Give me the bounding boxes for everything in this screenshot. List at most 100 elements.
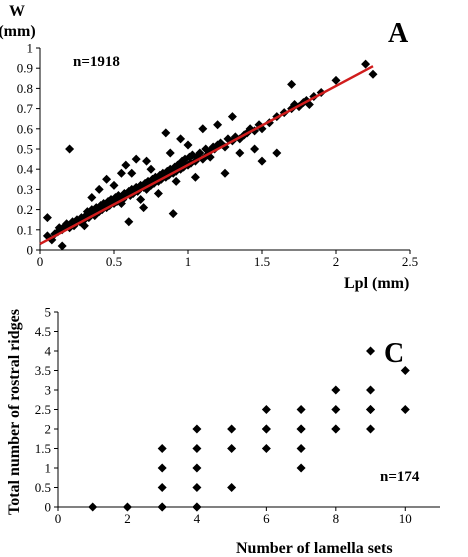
chart-a-data-point <box>195 148 205 158</box>
chart-c-data-point <box>366 346 376 356</box>
chart-c-data-point <box>296 444 306 453</box>
chart-c-ylabel: Total number of rostral ridges <box>6 309 23 515</box>
chart-a-y-tick-label: 0.9 <box>17 61 33 76</box>
chart-c-data-point <box>366 385 376 395</box>
chart-c-data-point <box>400 405 410 414</box>
chart-c-data-point <box>122 502 132 512</box>
chart-a-data-point <box>250 144 260 154</box>
chart-c-y-tick-label: 1 <box>45 461 52 476</box>
chart-c-y-tick-label: 4.5 <box>35 324 51 339</box>
chart-a-data-point <box>227 112 237 122</box>
chart-a-xlabel: Lpl (mm) <box>344 275 409 292</box>
chart-a-data-point <box>368 69 378 79</box>
chart-c-y-tick-label: 2 <box>45 422 52 437</box>
chart-c-data-point <box>227 444 237 453</box>
chart-a-y-tick-label: 0.7 <box>17 101 34 116</box>
chart-a-data-point <box>65 144 75 154</box>
chart-c-data-point <box>227 483 237 492</box>
chart-a-data-point <box>136 195 146 204</box>
chart-c-data-point <box>400 366 410 375</box>
chart-a-data-point <box>168 209 178 219</box>
chart-a-y-tick-label: 0.3 <box>17 182 33 197</box>
chart-a-y-tick-label: 0.5 <box>17 142 33 157</box>
chart-a-data-point <box>213 120 223 130</box>
chart-a-x-tick-label: 2.5 <box>402 254 418 269</box>
chart-a-data-point <box>176 134 186 144</box>
chart-c-annotation: n=174 <box>380 469 420 485</box>
chart-a-data-point <box>272 148 282 158</box>
chart-c-data-point <box>331 424 341 434</box>
chart-a: W (mm) A n=1918 0 0.5 1 1.5 2 2.5 0 0.1 0.2 0.3 0.… <box>0 3 418 292</box>
chart-c-data-point <box>296 405 306 414</box>
chart-a-x-tick-label: 0.5 <box>106 254 122 269</box>
chart-a-data-point <box>171 176 181 186</box>
chart-c-data-point <box>261 444 271 453</box>
chart-c-data-point <box>157 444 167 453</box>
chart-a-data-point <box>257 156 267 166</box>
chart-c-data-point <box>296 463 306 473</box>
chart-a-data-point <box>220 168 230 178</box>
chart-c-data-point <box>331 405 341 414</box>
chart-a-y-tick-label: 0.1 <box>17 222 33 237</box>
chart-a-data-point <box>165 148 175 158</box>
chart-a-data-point <box>142 156 152 166</box>
chart-a-data-point <box>102 174 112 184</box>
chart-c-x-tick-label: 6 <box>263 511 270 526</box>
chart-c-panel-letter: C <box>384 338 404 369</box>
chart-a-y-tick-label: 0 <box>27 243 34 258</box>
chart-c-data-point <box>261 424 271 434</box>
chart-c-x-tick-label: 8 <box>333 511 340 526</box>
chart-a-x-tick-label: 1.5 <box>254 254 270 269</box>
chart-c-data-point <box>88 502 98 512</box>
chart-c-data-point <box>192 444 202 453</box>
chart-c-data-point <box>157 483 167 492</box>
chart-c-data-point <box>227 424 237 434</box>
chart-a-data-point <box>42 213 52 223</box>
chart-c-x-tick-label: 10 <box>399 511 412 526</box>
chart-c-data-point <box>157 463 167 473</box>
chart-a-data-point <box>198 124 208 134</box>
chart-a-data-point <box>331 75 341 85</box>
chart-c-y-tick-label: 3 <box>45 383 52 398</box>
chart-a-data-point <box>183 140 193 150</box>
chart-a-data-point <box>57 241 67 251</box>
chart-a-ylabel-line1: W <box>9 3 25 20</box>
chart-a-x-tick-label: 1 <box>185 254 192 269</box>
chart-c-data-point <box>157 502 167 512</box>
chart-c-data-point <box>192 483 202 492</box>
chart-a-data-point <box>235 148 245 158</box>
chart-c-y-tick-label: 0 <box>45 500 52 515</box>
chart-a-y-tick-label: 0.2 <box>17 202 33 217</box>
chart-a-data-point <box>109 180 119 190</box>
chart-c-y-tick-label: 2.5 <box>35 402 51 417</box>
chart-c-y-tick-label: 3.5 <box>35 363 51 378</box>
chart-c-data-point <box>296 424 306 434</box>
chart-c-x-tick-label: 2 <box>124 511 131 526</box>
chart-a-data-point <box>124 217 134 227</box>
chart-a-data-point <box>139 203 149 213</box>
chart-a-ylabel-line2: (mm) <box>0 23 36 40</box>
chart-a-y-tick-label: 0.6 <box>17 121 34 136</box>
chart-c-y-tick-label: 4 <box>45 344 52 359</box>
chart-a-y-tick-label: 1 <box>27 41 34 56</box>
chart-c-y-tick-label: 0.5 <box>35 480 51 495</box>
chart-a-y-tick-label: 0.8 <box>17 81 33 96</box>
chart-c-y-tick-label: 1.5 <box>35 441 51 456</box>
chart-a-x-tick-label: 2 <box>333 254 340 269</box>
chart-c-data-point <box>261 405 271 414</box>
chart-a-trendline <box>39 65 374 246</box>
chart-a-data-point <box>127 168 137 178</box>
chart-c-data-point <box>192 463 202 473</box>
chart-c-xlabel: Number of lamella sets <box>236 540 393 557</box>
chart-a-annotation: n=1918 <box>73 54 120 70</box>
chart-a-data-point <box>131 154 141 164</box>
chart-a-panel-letter: A <box>388 18 409 49</box>
chart-a-data-point <box>87 192 97 202</box>
chart-a-data-point <box>121 160 131 170</box>
chart-a-data-point <box>190 172 200 182</box>
chart-a-data-point <box>79 221 89 231</box>
chart-a-data-point <box>116 168 126 178</box>
chart-a-data-point <box>153 188 163 198</box>
chart-c-data-point <box>192 424 202 434</box>
